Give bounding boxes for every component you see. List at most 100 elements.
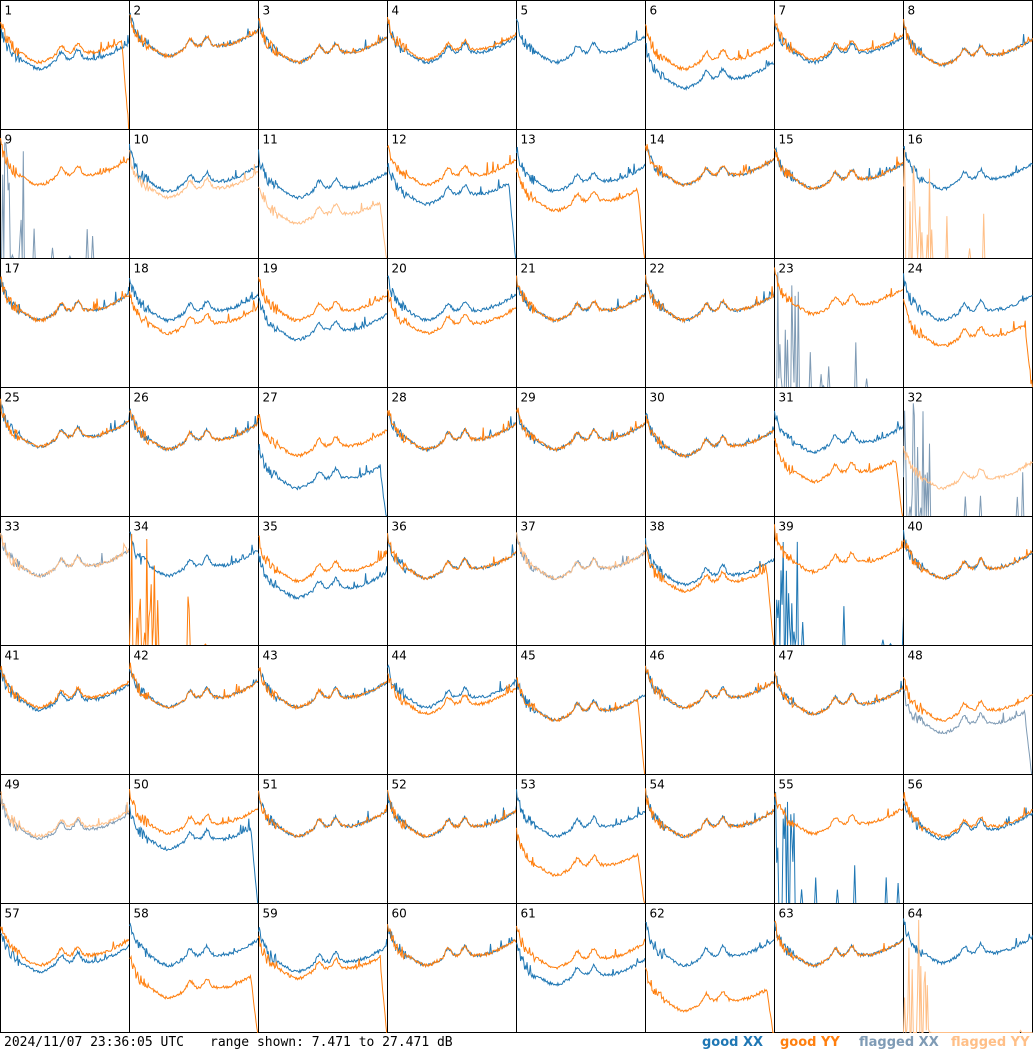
series-yy-panel-46 [645, 665, 775, 710]
panel-label: 62 [650, 907, 665, 921]
panel-label: 53 [521, 778, 536, 792]
series-yy-panel-47 [774, 671, 904, 717]
panel-frame [903, 0, 1033, 130]
series-yy-panel-20 [387, 289, 517, 335]
panel-label: 3 [263, 4, 271, 18]
panel-28: 28 [387, 387, 517, 517]
panel-63: 63 [774, 903, 904, 1033]
panel-frame [645, 0, 775, 130]
panel-label: 17 [5, 262, 20, 276]
panel-label: 43 [263, 649, 278, 663]
panel-frame [516, 774, 646, 904]
panel-label: 22 [650, 262, 665, 276]
panel-frame [129, 0, 259, 130]
panel-label: 18 [134, 262, 149, 276]
panel-59: 59 [258, 903, 388, 1033]
panel-label: 51 [263, 778, 278, 792]
panel-frame [903, 258, 1033, 388]
panel-label: 6 [650, 4, 658, 18]
panel-frame [0, 903, 130, 1033]
panel-53: 53 [516, 774, 646, 904]
series-xx-panel-64 [903, 918, 1033, 966]
panel-label: 12 [392, 133, 407, 147]
panel-frame [0, 0, 130, 130]
panel-42: 42 [129, 645, 259, 775]
series-xx-panel-27 [258, 444, 388, 517]
panel-label: 49 [5, 778, 20, 792]
series-yy-panel-37 [516, 532, 646, 581]
series-yy-panel-24 [903, 298, 1033, 388]
panel-label: 50 [134, 778, 149, 792]
panel-label: 61 [521, 907, 536, 921]
series-xx-panel-48 [903, 689, 1033, 775]
panel-frame [516, 0, 646, 130]
panel-2: 2 [129, 0, 259, 130]
series-xx-panel-18 [129, 278, 259, 324]
panel-44: 44 [387, 645, 517, 775]
range-shown-text: range shown: 7.471 to 27.471 dB [210, 1035, 453, 1050]
series-xx-panel-37 [516, 532, 646, 581]
panel-10: 10 [129, 129, 259, 259]
series-yy-panel-63 [774, 920, 904, 968]
series-yy-panel-10 [129, 150, 259, 200]
panel-frame [516, 645, 646, 775]
panel-label: 16 [908, 133, 923, 147]
series-yy-panel-52 [387, 789, 517, 839]
series-yy-panel-42 [129, 662, 259, 709]
series-yy-panel-2 [129, 14, 259, 59]
panel-label: 48 [908, 649, 923, 663]
series-yy-panel-48 [903, 676, 1033, 723]
panel-frame [258, 0, 388, 130]
series-yy-panel-57 [0, 926, 130, 968]
panel-label: 25 [5, 391, 20, 405]
panel-frame [903, 129, 1033, 259]
series-yy-panel-31 [774, 438, 904, 517]
panel-frame [645, 903, 775, 1033]
panel-12: 12 [387, 129, 517, 259]
series-xx-panel-62 [645, 921, 775, 968]
series-xx-panel-31 [774, 410, 904, 455]
panel-35: 35 [258, 516, 388, 646]
panel-label: 44 [392, 649, 407, 663]
series-yy-panel-14 [645, 144, 775, 187]
panel-frame [387, 645, 517, 775]
panel-60: 60 [387, 903, 517, 1033]
panel-frame [387, 774, 517, 904]
panel-label: 33 [5, 520, 20, 534]
panel-11: 11 [258, 129, 388, 259]
series-yy-panel-8 [903, 18, 1033, 68]
panel-frame [258, 258, 388, 388]
panel-13: 13 [516, 129, 646, 259]
panel-56: 56 [903, 774, 1033, 904]
series-yy-panel-11 [258, 186, 388, 259]
panel-label: 5 [521, 4, 529, 18]
series-yy-panel-3 [258, 18, 388, 65]
panel-frame [129, 903, 259, 1033]
series-yy-panel-17 [0, 276, 130, 323]
panel-frame [258, 645, 388, 775]
panel-label: 21 [521, 262, 536, 276]
panel-label: 2 [134, 4, 142, 18]
series-xx-panel-19 [258, 296, 388, 342]
panel-frame [0, 516, 130, 646]
panel-64: 64 [903, 903, 1033, 1033]
panel-54: 54 [645, 774, 775, 904]
series-yy-panel-53 [516, 827, 646, 904]
panel-8: 8 [903, 0, 1033, 130]
panel-9: 9 [0, 129, 130, 259]
panel-6: 6 [645, 0, 775, 130]
series-xx-panel-16 [903, 146, 1033, 191]
panel-frame [387, 903, 517, 1033]
panel-34: 34 [129, 516, 259, 646]
panel-frame [387, 0, 517, 130]
series-yy-panel-25 [0, 398, 130, 449]
series-yy-panel-27 [258, 413, 388, 459]
series-yy-panel-40 [903, 538, 1033, 581]
panel-label: 57 [5, 907, 20, 921]
series-yy-panel-1 [0, 21, 130, 130]
series-xx-panel-44 [387, 664, 517, 709]
panel-frame [774, 903, 904, 1033]
footer: 2024/11/07 23:36:05 UTC range shown: 7.4… [0, 1033, 1033, 1053]
panel-4: 4 [387, 0, 517, 130]
